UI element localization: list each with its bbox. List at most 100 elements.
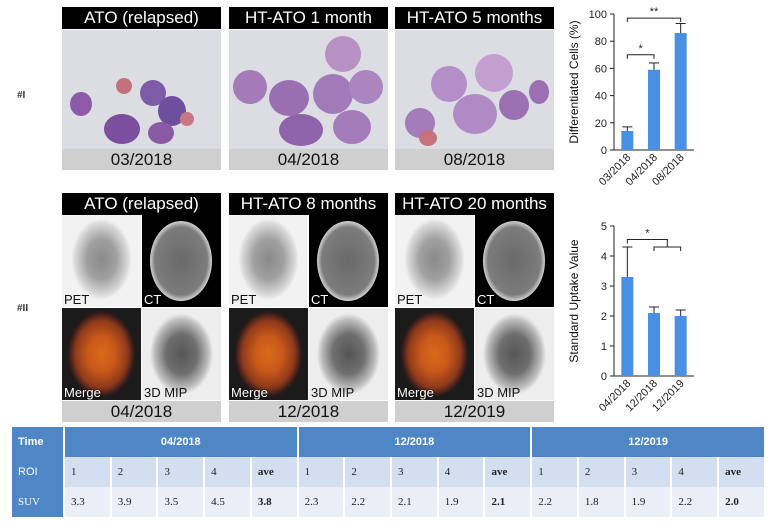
pet-label-2: PET [231,292,257,307]
y-tick-label: 60 [595,63,607,75]
suv-cell: 2.2 [531,487,579,517]
panel2-date-3: 12/2019 [395,401,554,422]
bar [621,130,634,150]
suv-cell: 3.3 [64,487,112,517]
roi-cell: 1 [297,457,346,487]
bar [674,316,687,376]
panel2-date-1: 04/2018 [62,401,221,422]
suv-cell: 2.1 [484,487,533,517]
y-axis-label: Standard Uptake Value [567,239,581,363]
suv-cell: 1.8 [577,487,626,517]
panel1-title-1: ATO (relapsed) [62,7,221,29]
roi-cell: 3 [624,457,673,487]
bar [621,277,634,376]
roi-cell: 1 [531,457,579,487]
roi-cell: 2 [344,457,393,487]
significance-bracket [626,239,668,247]
ct-image-3: CT [475,215,554,307]
pet-label-1: PET [64,292,90,307]
significance-marker: ** [650,6,659,18]
y-tick-label: 1 [601,341,607,353]
micrograph-1 [62,30,221,149]
y-tick-label: 2 [601,311,607,323]
bar [674,33,687,150]
ct-image-1: CT [142,215,221,307]
panel2-date-2: 12/2018 [229,401,388,422]
mip-image-1: 3D MIP [142,308,221,400]
pet-image-2: PET [229,215,308,307]
roi-label: ROI [12,457,65,487]
y-tick-label: 80 [595,36,607,48]
roi-cell: 2 [110,457,159,487]
y-tick-label: 40 [595,91,607,103]
suv-cell: 2.2 [671,487,720,517]
merge-image-3: Merge [395,308,474,400]
merge-label-3: Merge [397,385,434,400]
y-axis-label: Differentiated Cells (%) [567,20,581,143]
roi-cell: 3 [157,457,206,487]
ct-label-1: CT [144,292,162,307]
suv-cell: 1.9 [624,487,673,517]
suv-row: SUV 3.3 3.9 3.5 4.5 3.8 2.3 2.2 2.1 1.9 2.1 2.2 1.8… [12,487,766,517]
suv-cell: 2.0 [718,487,766,517]
panel2-title-2: HT-ATO 8 months [229,193,388,215]
mip-label-2: 3D MIP [311,385,355,400]
y-tick-label: 5 [601,221,607,233]
suv-cell: 1.9 [437,487,486,517]
time-label: Time [12,427,65,457]
roi-cell: ave [250,457,299,487]
y-tick-label: 0 [601,371,607,383]
mip-image-2: 3D MIP [309,308,388,400]
mip-label-3: 3D MIP [477,385,521,400]
roi-cell: 4 [437,457,486,487]
y-tick-label: 20 [595,118,607,130]
period-header: 12/2019 [531,427,766,457]
panel2-title-3: HT-ATO 20 months [395,193,554,215]
panel1-title-3: HT-ATO 5 months [395,7,554,29]
roi-cell: 1 [64,457,112,487]
suv-cell: 3.5 [157,487,206,517]
suv-label: SUV [12,487,65,517]
suv-cell: 3.8 [250,487,299,517]
mip-image-3: 3D MIP [475,308,554,400]
panel1-title-2: HT-ATO 1 month [229,7,388,29]
panel1-date-3: 08/2018 [395,149,554,170]
row-label-1: #I [17,90,26,101]
y-tick-label: 4 [601,251,607,263]
period-header: 04/2018 [64,427,299,457]
significance-marker: * [645,228,650,240]
micrograph-3 [395,30,554,149]
roi-cell: 3 [391,457,439,487]
suv-cell: 2.1 [391,487,439,517]
mip-label-1: 3D MIP [144,385,188,400]
significance-bracket [626,17,682,23]
y-tick-label: 0 [601,145,607,157]
pet-image-1: PET [62,215,141,307]
merge-label-2: Merge [231,385,268,400]
significance-marker: * [639,43,644,55]
panel1-date-2: 04/2018 [229,149,388,170]
micrograph-2 [229,30,388,149]
y-tick-label: 100 [589,9,607,21]
y-tick-label: 3 [601,281,607,293]
suv-table: Time 04/2018 12/2018 12/2019 ROI 1 2 3 4 ave… [12,427,766,517]
merge-image-1: Merge [62,308,141,400]
panel2-title-1: ATO (relapsed) [62,193,221,215]
roi-row: ROI 1 2 3 4 ave 1 2 3 4 ave 1 2 3 4 ave [12,457,766,487]
period-header: 12/2018 [297,427,533,457]
ct-label-2: CT [311,292,329,307]
roi-cell: 4 [204,457,252,487]
bar [648,69,660,150]
suv-cell: 2.2 [344,487,393,517]
roi-cell: 2 [577,457,626,487]
suv-cell: 4.5 [204,487,252,517]
bar [648,313,660,376]
suv-cell: 2.3 [297,487,346,517]
roi-cell: 4 [671,457,720,487]
pet-image-3: PET [395,215,474,307]
significance-bracket [626,54,655,59]
significance-bracket [653,246,682,251]
row-label-2: #II [17,303,29,314]
